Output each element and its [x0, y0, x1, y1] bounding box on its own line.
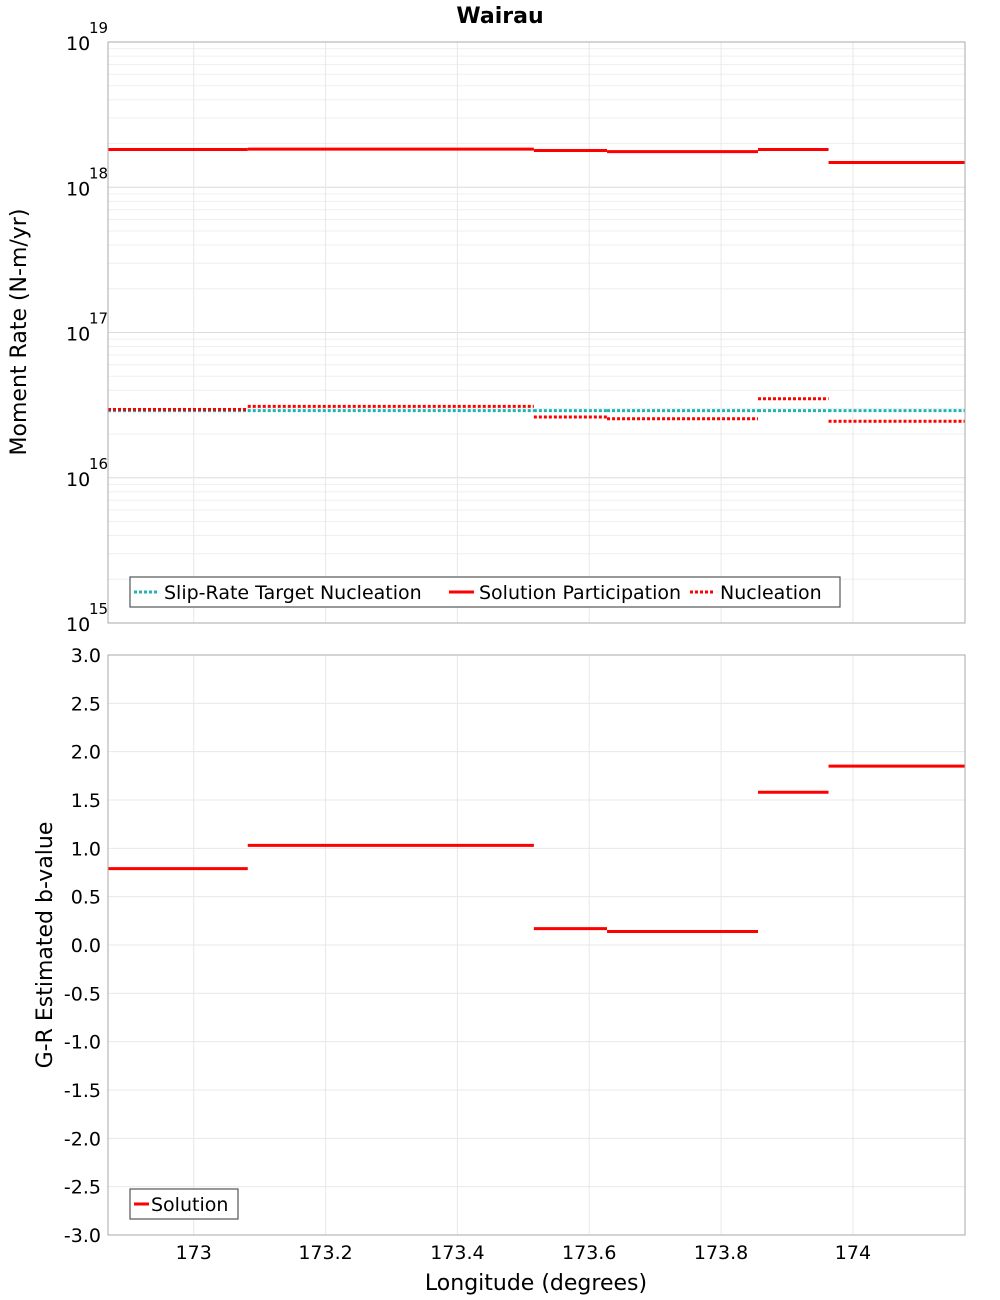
legend-box — [129, 576, 841, 608]
y-tick-label-base: 10 — [66, 614, 90, 636]
moment-rate-legend: Slip-Rate Target Nucleation Solution Part… — [129, 576, 841, 608]
moment-rate-y-axis-title: Moment Rate (N-m/yr) — [7, 209, 32, 456]
y-tick-label-exponent: 16 — [89, 455, 108, 473]
y-tick-label-exponent: 18 — [89, 164, 108, 182]
y-tick-label-base: 10 — [66, 469, 90, 491]
y-tick-label-exponent: 19 — [89, 19, 108, 37]
moment-rate-gridlines — [108, 42, 965, 624]
x-tick-label: 174 — [835, 1242, 871, 1264]
y-tick-label: -0.5 — [64, 983, 101, 1005]
chart-title: Wairau — [456, 4, 543, 29]
legend-label: Solution Participation — [479, 582, 681, 604]
longitude-x-tick-labels: 173 173.2 173.4 173.6 173.8 174 — [176, 1242, 871, 1264]
y-tick-label: 1.0 — [71, 838, 101, 860]
x-tick-label: 173 — [176, 1242, 212, 1264]
y-tick-label: 0.5 — [71, 887, 101, 909]
y-tick-label: -1.5 — [64, 1080, 101, 1102]
moment-rate-plot-frame — [107, 41, 966, 624]
y-tick-label: 2.0 — [71, 742, 101, 764]
b-value-gridlines — [108, 654, 965, 1236]
y-tick-label-exponent: 15 — [89, 600, 108, 618]
y-tick-label-base: 10 — [66, 178, 90, 200]
b-value-y-tick-labels: 3.0 2.5 2.0 1.5 1.0 0.5 0.0 -0.5 -1.0 -1.5 -2.0 -2.… — [64, 645, 101, 1247]
x-tick-label: 173.4 — [430, 1242, 484, 1264]
x-tick-label: 173.8 — [694, 1242, 748, 1264]
b-value-legend: Solution — [129, 1188, 239, 1220]
moment-rate-series — [108, 147, 965, 423]
y-tick-label: -2.0 — [64, 1128, 101, 1150]
legend-label: Slip-Rate Target Nucleation — [164, 582, 422, 604]
y-tick-label: -1.0 — [64, 1032, 101, 1054]
y-tick-label: -3.0 — [64, 1225, 101, 1247]
y-tick-label: 0.0 — [71, 935, 101, 957]
y-tick-label: 1.5 — [71, 790, 101, 812]
b-value-panel: 3.0 2.5 2.0 1.5 1.0 0.5 0.0 -0.5 -1.0 -1.5 -2.0 -2.… — [33, 645, 966, 1296]
b-value-plot-frame — [107, 654, 966, 1236]
legend-label: Solution — [151, 1194, 228, 1216]
y-tick-label-base: 10 — [66, 33, 90, 55]
b-value-y-axis-title: G-R Estimated b-value — [33, 822, 58, 1069]
b-value-series — [108, 764, 965, 933]
y-tick-label-base: 10 — [66, 324, 90, 346]
legend-label: Nucleation — [720, 582, 822, 604]
x-tick-label: 173.2 — [298, 1242, 352, 1264]
x-tick-label: 173.6 — [562, 1242, 616, 1264]
y-tick-label: -2.5 — [64, 1177, 101, 1199]
y-tick-label: 3.0 — [71, 645, 101, 667]
x-axis-title: Longitude (degrees) — [425, 1271, 647, 1296]
y-tick-label-exponent: 17 — [89, 310, 108, 328]
y-tick-label: 2.5 — [71, 693, 101, 715]
